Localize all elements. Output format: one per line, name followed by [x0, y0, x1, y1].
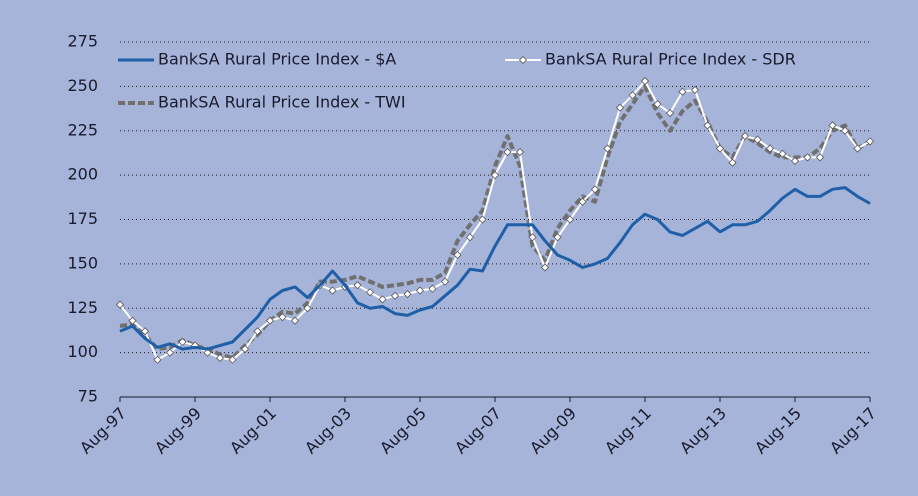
x-tick-label: Aug-07 — [451, 404, 505, 458]
marker — [665, 108, 675, 118]
marker — [740, 132, 750, 141]
marker — [440, 277, 450, 286]
y-tick-label: 125 — [67, 298, 98, 317]
marker — [815, 153, 825, 162]
marker — [715, 144, 725, 153]
marker — [615, 103, 625, 112]
marker — [515, 147, 525, 157]
marker — [553, 233, 562, 242]
y-tick-label: 200 — [67, 165, 98, 184]
marker — [565, 215, 575, 224]
marker — [765, 144, 775, 153]
marker — [215, 353, 225, 363]
marker — [403, 289, 412, 299]
marker — [228, 355, 237, 364]
marker — [140, 327, 150, 336]
marker — [265, 316, 275, 325]
marker — [753, 135, 762, 144]
marker — [165, 348, 175, 357]
marker — [178, 337, 187, 347]
marker — [778, 149, 787, 158]
marker — [278, 313, 287, 322]
marker — [128, 316, 137, 325]
x-tick-label: Aug-15 — [751, 404, 805, 458]
marker — [578, 197, 587, 206]
x-tick-label: Aug-03 — [301, 404, 355, 458]
legend-label: BankSA Rural Price Index - TWI — [158, 93, 406, 112]
x-tick-label: Aug-17 — [826, 404, 880, 458]
marker — [590, 185, 600, 194]
marker — [640, 76, 650, 86]
y-tick-label: 75 — [78, 387, 98, 406]
y-tick-label: 250 — [67, 76, 98, 95]
marker — [453, 250, 462, 260]
x-tick-label: Aug-99 — [151, 404, 205, 458]
marker — [865, 137, 875, 146]
marker — [690, 85, 700, 94]
marker — [790, 156, 800, 165]
marker — [678, 87, 687, 96]
x-tick-label: Aug-97 — [76, 404, 130, 458]
marker — [378, 295, 387, 304]
marker — [153, 355, 162, 364]
marker — [803, 153, 812, 162]
marker — [840, 126, 850, 135]
marker — [828, 121, 837, 130]
marker — [290, 316, 300, 325]
y-tick-label: 100 — [67, 342, 98, 361]
marker — [240, 345, 250, 354]
marker — [328, 286, 337, 295]
marker — [428, 284, 437, 293]
marker — [390, 291, 400, 300]
marker — [365, 288, 375, 297]
marker — [853, 144, 862, 153]
y-tick-label: 275 — [67, 32, 98, 51]
marker — [728, 158, 737, 167]
marker — [490, 171, 500, 180]
marker — [478, 215, 487, 224]
marker — [253, 327, 262, 336]
marker — [465, 233, 475, 242]
marker — [628, 91, 637, 100]
x-tick-label: Aug-09 — [526, 404, 580, 458]
y-tick-label: 150 — [67, 253, 98, 272]
legend-label: BankSA Rural Price Index - $A — [158, 50, 396, 69]
legend-marker — [518, 55, 528, 65]
marker — [703, 121, 712, 130]
y-tick-label: 225 — [67, 120, 98, 139]
marker — [115, 300, 125, 309]
marker — [415, 286, 425, 295]
marker — [653, 100, 662, 109]
marker — [540, 263, 550, 272]
x-tick-label: Aug-11 — [601, 404, 655, 458]
marker — [528, 233, 537, 242]
marker — [603, 144, 612, 153]
x-tick-label: Aug-05 — [376, 404, 430, 458]
legend-label: BankSA Rural Price Index - SDR — [545, 50, 796, 69]
marker — [503, 147, 512, 157]
y-tick-label: 175 — [67, 209, 98, 228]
marker — [303, 304, 312, 313]
marker — [353, 281, 362, 290]
x-tick-label: Aug-01 — [226, 404, 280, 458]
x-tick-label: Aug-13 — [676, 404, 730, 458]
series-line — [119, 186, 871, 351]
marker — [203, 348, 212, 357]
